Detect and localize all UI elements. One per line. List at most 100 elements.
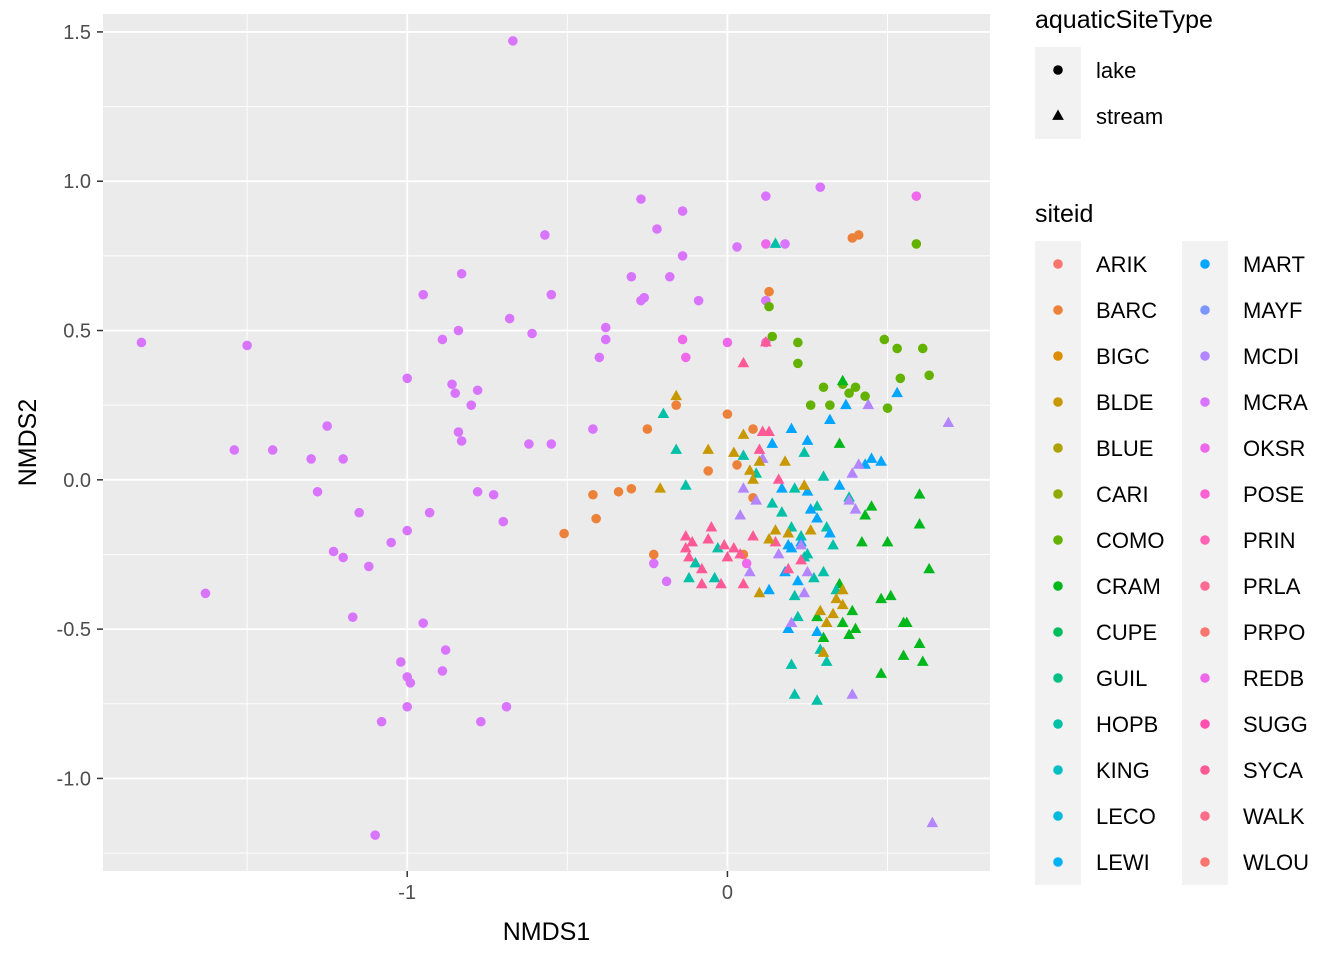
data-point xyxy=(718,539,731,550)
legend-key-siteid xyxy=(1053,351,1063,361)
x-axis: -1 0 xyxy=(398,871,733,904)
data-point xyxy=(626,483,637,494)
data-point xyxy=(820,655,833,666)
data-point xyxy=(689,556,702,568)
data-point xyxy=(766,497,779,508)
data-point xyxy=(865,452,878,463)
legend-label: CARI xyxy=(1096,482,1149,507)
legend-label: SUGG xyxy=(1243,712,1308,737)
data-point xyxy=(695,562,708,574)
data-point xyxy=(849,622,862,634)
data-point xyxy=(591,513,601,524)
data-point xyxy=(764,286,774,297)
data-point xyxy=(811,625,823,637)
legend-key-background xyxy=(1035,241,1081,885)
data-point xyxy=(626,271,637,282)
legend-label: MCRA xyxy=(1243,390,1308,415)
legend-label: ARIK xyxy=(1096,252,1148,277)
data-point xyxy=(737,577,750,589)
data-point xyxy=(588,489,598,500)
data-point xyxy=(793,337,803,348)
legend-key-siteid xyxy=(1053,489,1063,499)
data-point xyxy=(782,622,795,634)
data-point xyxy=(750,494,763,505)
data-point xyxy=(702,533,715,544)
data-point xyxy=(657,407,670,419)
legend-key-siteid xyxy=(1053,581,1063,591)
data-point xyxy=(875,667,887,678)
data-point xyxy=(859,509,871,520)
data-point xyxy=(836,616,849,628)
data-point xyxy=(785,422,798,433)
data-point xyxy=(767,331,778,342)
data-point xyxy=(761,191,771,201)
legend-label: PRPO xyxy=(1243,620,1305,645)
data-point xyxy=(846,688,859,699)
data-point xyxy=(677,251,688,261)
data-point xyxy=(671,400,681,410)
data-point xyxy=(501,701,512,712)
legend-label: PRIN xyxy=(1243,528,1296,553)
data-point xyxy=(600,334,611,345)
data-point xyxy=(840,398,852,410)
legend-key-siteid xyxy=(1200,259,1210,269)
data-point xyxy=(363,561,374,572)
data-point xyxy=(488,489,499,500)
data-point xyxy=(836,598,849,610)
data-point xyxy=(942,416,955,427)
data-point xyxy=(817,565,830,577)
legend-label: WALK xyxy=(1243,804,1305,829)
data-point xyxy=(664,271,675,282)
data-point xyxy=(727,446,740,457)
legend-label: SYCA xyxy=(1243,758,1303,783)
data-point xyxy=(875,455,887,466)
data-point xyxy=(424,507,435,518)
y-tick-label: 1.0 xyxy=(63,171,91,193)
data-point xyxy=(895,373,906,384)
data-point xyxy=(836,583,849,595)
data-point xyxy=(833,479,846,490)
data-point xyxy=(734,547,747,559)
data-point xyxy=(747,530,759,541)
data-point xyxy=(680,352,691,363)
plot-panel xyxy=(103,14,990,871)
data-point xyxy=(776,506,788,517)
legend-label: MCDI xyxy=(1243,344,1299,369)
data-point xyxy=(229,445,240,455)
legend-key-siteid xyxy=(1200,673,1210,683)
legend-key-siteid xyxy=(1200,305,1210,315)
data-point xyxy=(418,289,429,300)
data-point xyxy=(306,454,316,464)
data-point xyxy=(613,486,624,497)
legend-label: MART xyxy=(1243,252,1305,277)
legend-label: LEWI xyxy=(1096,850,1150,875)
y-tick-label: 0.0 xyxy=(63,470,91,492)
data-point xyxy=(708,571,721,583)
data-point xyxy=(782,527,795,538)
data-point xyxy=(670,443,683,454)
data-point xyxy=(782,539,795,550)
data-point xyxy=(721,550,734,562)
data-point xyxy=(849,503,862,514)
legend-key-siteid xyxy=(1200,811,1210,821)
data-point xyxy=(836,374,849,386)
data-point xyxy=(748,424,758,434)
data-point xyxy=(652,224,662,234)
data-point xyxy=(376,716,387,727)
data-point xyxy=(785,658,798,669)
data-point xyxy=(856,536,868,547)
data-point xyxy=(136,337,147,348)
data-point xyxy=(827,607,839,619)
legend-label: stream xyxy=(1096,104,1163,129)
data-point xyxy=(913,637,926,648)
data-point xyxy=(811,694,823,705)
data-point xyxy=(769,536,782,547)
data-point xyxy=(881,536,894,547)
legend-label: REDB xyxy=(1243,666,1304,691)
data-point xyxy=(801,434,814,445)
data-point xyxy=(453,427,464,437)
legend-key-siteid xyxy=(1200,443,1210,453)
legend-key-siteid xyxy=(1200,581,1210,591)
data-point xyxy=(498,516,509,527)
data-point xyxy=(456,268,467,279)
